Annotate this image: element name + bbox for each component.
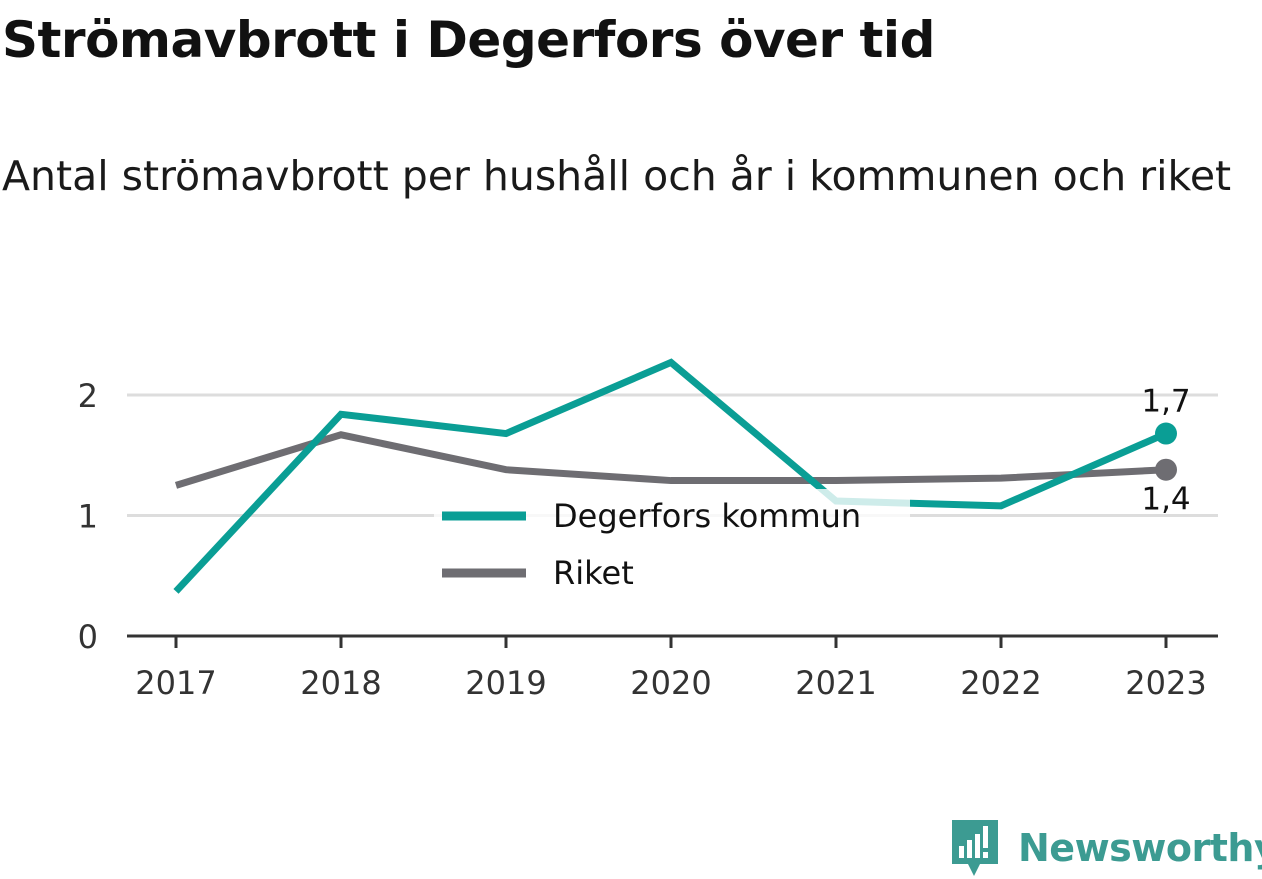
- x-tick-label: 2023: [1125, 664, 1206, 702]
- y-tick-label: 0: [78, 618, 98, 656]
- y-tick-label: 1: [78, 498, 98, 536]
- series-line-riket: [174, 431, 1167, 489]
- newsworthy-logo-icon: [952, 820, 998, 876]
- x-tick-label: 2020: [630, 664, 711, 702]
- end-label-riket: 1,4: [1141, 482, 1190, 518]
- end-point-riket: [1155, 458, 1177, 481]
- series-lines: [173, 358, 1177, 594]
- x-tick-label: 2017: [135, 664, 216, 702]
- axes: 0 1 2 2017 2018 2019 2020 2021 2022 2023: [78, 377, 1218, 702]
- x-tick-label: 2019: [465, 664, 546, 702]
- x-tick-label: 2022: [960, 664, 1041, 702]
- end-point-degerfors: [1155, 422, 1177, 445]
- chart-title: Strömavbrott i Degerfors över tid: [2, 11, 935, 69]
- legend-background: [434, 489, 910, 601]
- legend: Degerfors kommun Riket: [434, 489, 910, 601]
- y-tick-label: 2: [78, 377, 98, 415]
- x-tick-label: 2018: [300, 664, 381, 702]
- brand-name: Newsworthy: [1018, 826, 1262, 870]
- chart-subtitle: Antal strömavbrott per hushåll och år i …: [2, 152, 1232, 200]
- end-label-degerfors: 1,7: [1141, 384, 1190, 420]
- newsworthy-brand: Newsworthy: [950, 818, 1262, 878]
- end-labels: 1,7 1,4: [1141, 384, 1190, 518]
- series-line-degerfors: [173, 358, 1168, 594]
- legend-label: Degerfors kommun: [553, 497, 861, 535]
- legend-label: Riket: [553, 554, 634, 592]
- x-tick-label: 2021: [795, 664, 876, 702]
